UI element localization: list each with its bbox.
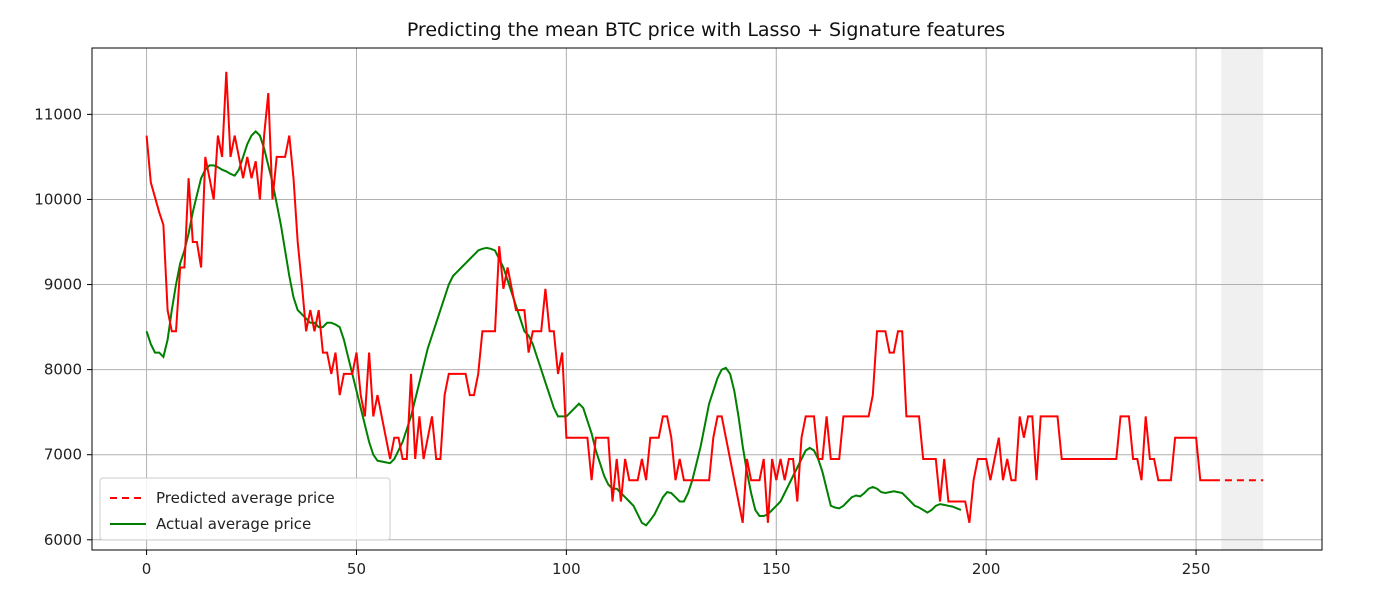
x-tick-label: 250: [1182, 560, 1211, 578]
x-tick-label: 50: [347, 560, 366, 578]
y-tick-label: 10000: [34, 190, 82, 208]
y-tick-label: 7000: [44, 446, 82, 464]
legend: Predicted average price Actual average p…: [99, 477, 391, 541]
y-tick-label: 11000: [34, 105, 82, 123]
legend-actual-label: Actual average price: [156, 515, 311, 533]
actual-price-line: [145, 129, 962, 527]
plot-frame: [91, 47, 1323, 551]
y-tick-label: 9000: [44, 276, 82, 294]
x-tick-label: 200: [972, 560, 1001, 578]
legend-predicted-label: Predicted average price: [156, 489, 335, 507]
y-tick-label: 6000: [44, 531, 82, 549]
x-tick-label: 150: [762, 560, 791, 578]
x-tick-label: 100: [552, 560, 581, 578]
plot-area: [91, 47, 1323, 551]
chart-title: Predicting the mean BTC price with Lasso…: [407, 19, 1005, 41]
y-tick-label: 8000: [44, 361, 82, 379]
tick-labels: 0 50 100 150 200 250 6000 7000 8000 9000 10000 1100…: [34, 105, 1210, 578]
legend-box: [99, 477, 391, 541]
shaded-region: [1221, 48, 1264, 550]
x-tick-label: 0: [142, 560, 152, 578]
predicted-price-line: [145, 71, 1213, 523]
